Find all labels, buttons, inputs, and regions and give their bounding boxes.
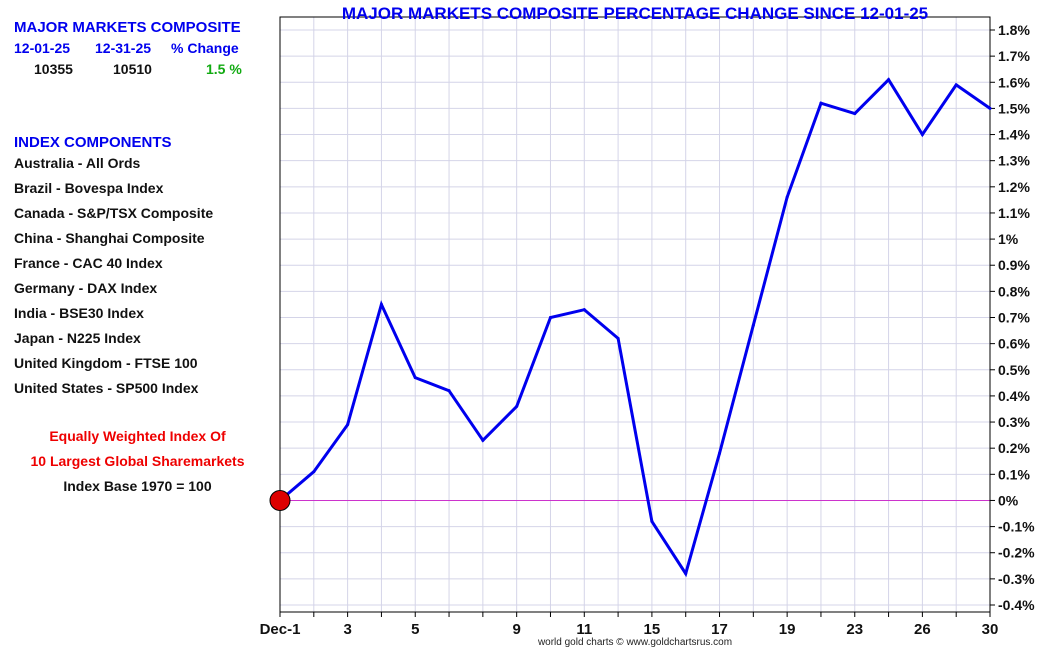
y-tick-label: 0.7% — [998, 310, 1030, 326]
y-tick-label: -0.1% — [998, 519, 1035, 535]
y-tick-label: 1% — [998, 231, 1019, 247]
data-point — [650, 519, 654, 523]
x-tick-label: 15 — [644, 621, 661, 638]
data-point — [379, 302, 383, 306]
x-tick-label: 5 — [411, 621, 419, 638]
data-point — [954, 83, 958, 87]
x-axis: Dec-1 3 5 9 11 15 17 19 23 26 30 — [260, 612, 999, 638]
chart-credit: world gold charts © www.goldchartsrus.co… — [537, 637, 733, 648]
component-item: India - BSE30 Index — [14, 305, 144, 321]
end-date-header: 12-31-25 — [95, 40, 152, 56]
start-value: 10355 — [34, 61, 73, 77]
data-point — [988, 106, 992, 110]
y-tick-label: 1.1% — [998, 205, 1030, 221]
y-tick-label: 0.1% — [998, 466, 1030, 482]
series-line — [279, 77, 991, 578]
data-point — [718, 451, 722, 455]
component-item: Australia - All Ords — [14, 155, 141, 171]
data-point — [785, 195, 789, 199]
index-note: Equally Weighted Index Of 10 Largest Glo… — [0, 428, 275, 503]
y-tick-label: -0.3% — [998, 571, 1035, 587]
data-point — [853, 112, 857, 116]
y-tick-label: 0.8% — [998, 283, 1030, 299]
data-point — [819, 101, 823, 105]
component-item: United Kingdom - FTSE 100 — [14, 355, 198, 371]
data-point — [548, 316, 552, 319]
data-point — [751, 323, 755, 327]
y-tick-label: 1.2% — [998, 179, 1030, 195]
data-point — [515, 404, 519, 408]
data-point — [920, 133, 924, 137]
x-tick-label: 11 — [576, 621, 592, 638]
start-date-header: 12-01-25 — [14, 40, 71, 56]
y-tick-label: 0.2% — [998, 440, 1030, 456]
data-point — [887, 78, 891, 82]
y-tick-label: 0.5% — [998, 362, 1030, 378]
y-tick-label: -0.2% — [998, 545, 1035, 561]
component-item: Brazil - Bovespa Index — [14, 180, 164, 196]
note-line-2: 10 Largest Global Sharemarkets — [30, 453, 245, 469]
y-tick-label: 0.3% — [998, 414, 1030, 430]
component-item: China - Shanghai Composite — [14, 230, 205, 246]
y-tick-label: -0.4% — [998, 597, 1035, 613]
data-point — [346, 423, 350, 427]
x-tick-label: 3 — [343, 621, 351, 638]
note-line-1: Equally Weighted Index Of — [49, 428, 226, 444]
components-list: Australia - All Ords Brazil - Bovespa In… — [14, 154, 213, 404]
y-tick-label: 0% — [998, 492, 1019, 508]
x-tick-label: 19 — [779, 621, 796, 638]
x-tick-label: 26 — [914, 621, 931, 638]
x-tick-label: 30 — [982, 621, 999, 638]
y-tick-label: 1.4% — [998, 127, 1030, 143]
end-value: 10510 — [113, 61, 152, 77]
x-tick-label: Dec-1 — [260, 621, 301, 638]
plot-area — [279, 16, 991, 613]
x-tick-label: 17 — [711, 621, 728, 638]
data-point — [582, 308, 586, 312]
data-point — [481, 438, 485, 442]
data-point — [447, 389, 451, 393]
y-tick-label: 1.3% — [998, 153, 1030, 169]
note-line-3: Index Base 1970 = 100 — [63, 478, 212, 494]
component-item: France - CAC 40 Index — [14, 255, 163, 271]
components-title: INDEX COMPONENTS — [14, 134, 172, 151]
data-point — [413, 376, 417, 380]
y-tick-label: 0.9% — [998, 257, 1030, 273]
y-tick-label: 1.8% — [998, 22, 1030, 38]
x-tick-label: 9 — [512, 621, 520, 638]
component-item: Germany - DAX Index — [14, 280, 158, 296]
start-marker — [269, 489, 291, 511]
data-point — [684, 572, 688, 576]
change-value: 1.5 % — [206, 61, 242, 77]
data-point — [312, 470, 316, 474]
chart-title: MAJOR MARKETS COMPOSITE PERCENTAGE CHANG… — [341, 4, 929, 23]
panel-title: MAJOR MARKETS COMPOSITE — [14, 19, 241, 36]
y-tick-label: 1.7% — [998, 48, 1030, 64]
x-tick-label: 23 — [846, 621, 863, 638]
y-tick-label: 0.6% — [998, 336, 1030, 352]
y-axis: 1.8% 1.7% 1.6% 1.5% 1.4% 1.3% 1.2% 1.1% 1% 0.9% 0.… — [990, 22, 1035, 613]
y-tick-label: 1.5% — [998, 100, 1030, 116]
component-item: Japan - N225 Index — [14, 330, 141, 346]
change-header: % Change — [171, 40, 239, 56]
y-tick-label: 0.4% — [998, 388, 1030, 404]
data-point — [616, 336, 620, 340]
component-item: Canada - S&P/TSX Composite — [14, 205, 214, 221]
component-item: United States - SP500 Index — [14, 380, 199, 396]
y-tick-label: 1.6% — [998, 74, 1030, 90]
series-points — [278, 78, 992, 576]
